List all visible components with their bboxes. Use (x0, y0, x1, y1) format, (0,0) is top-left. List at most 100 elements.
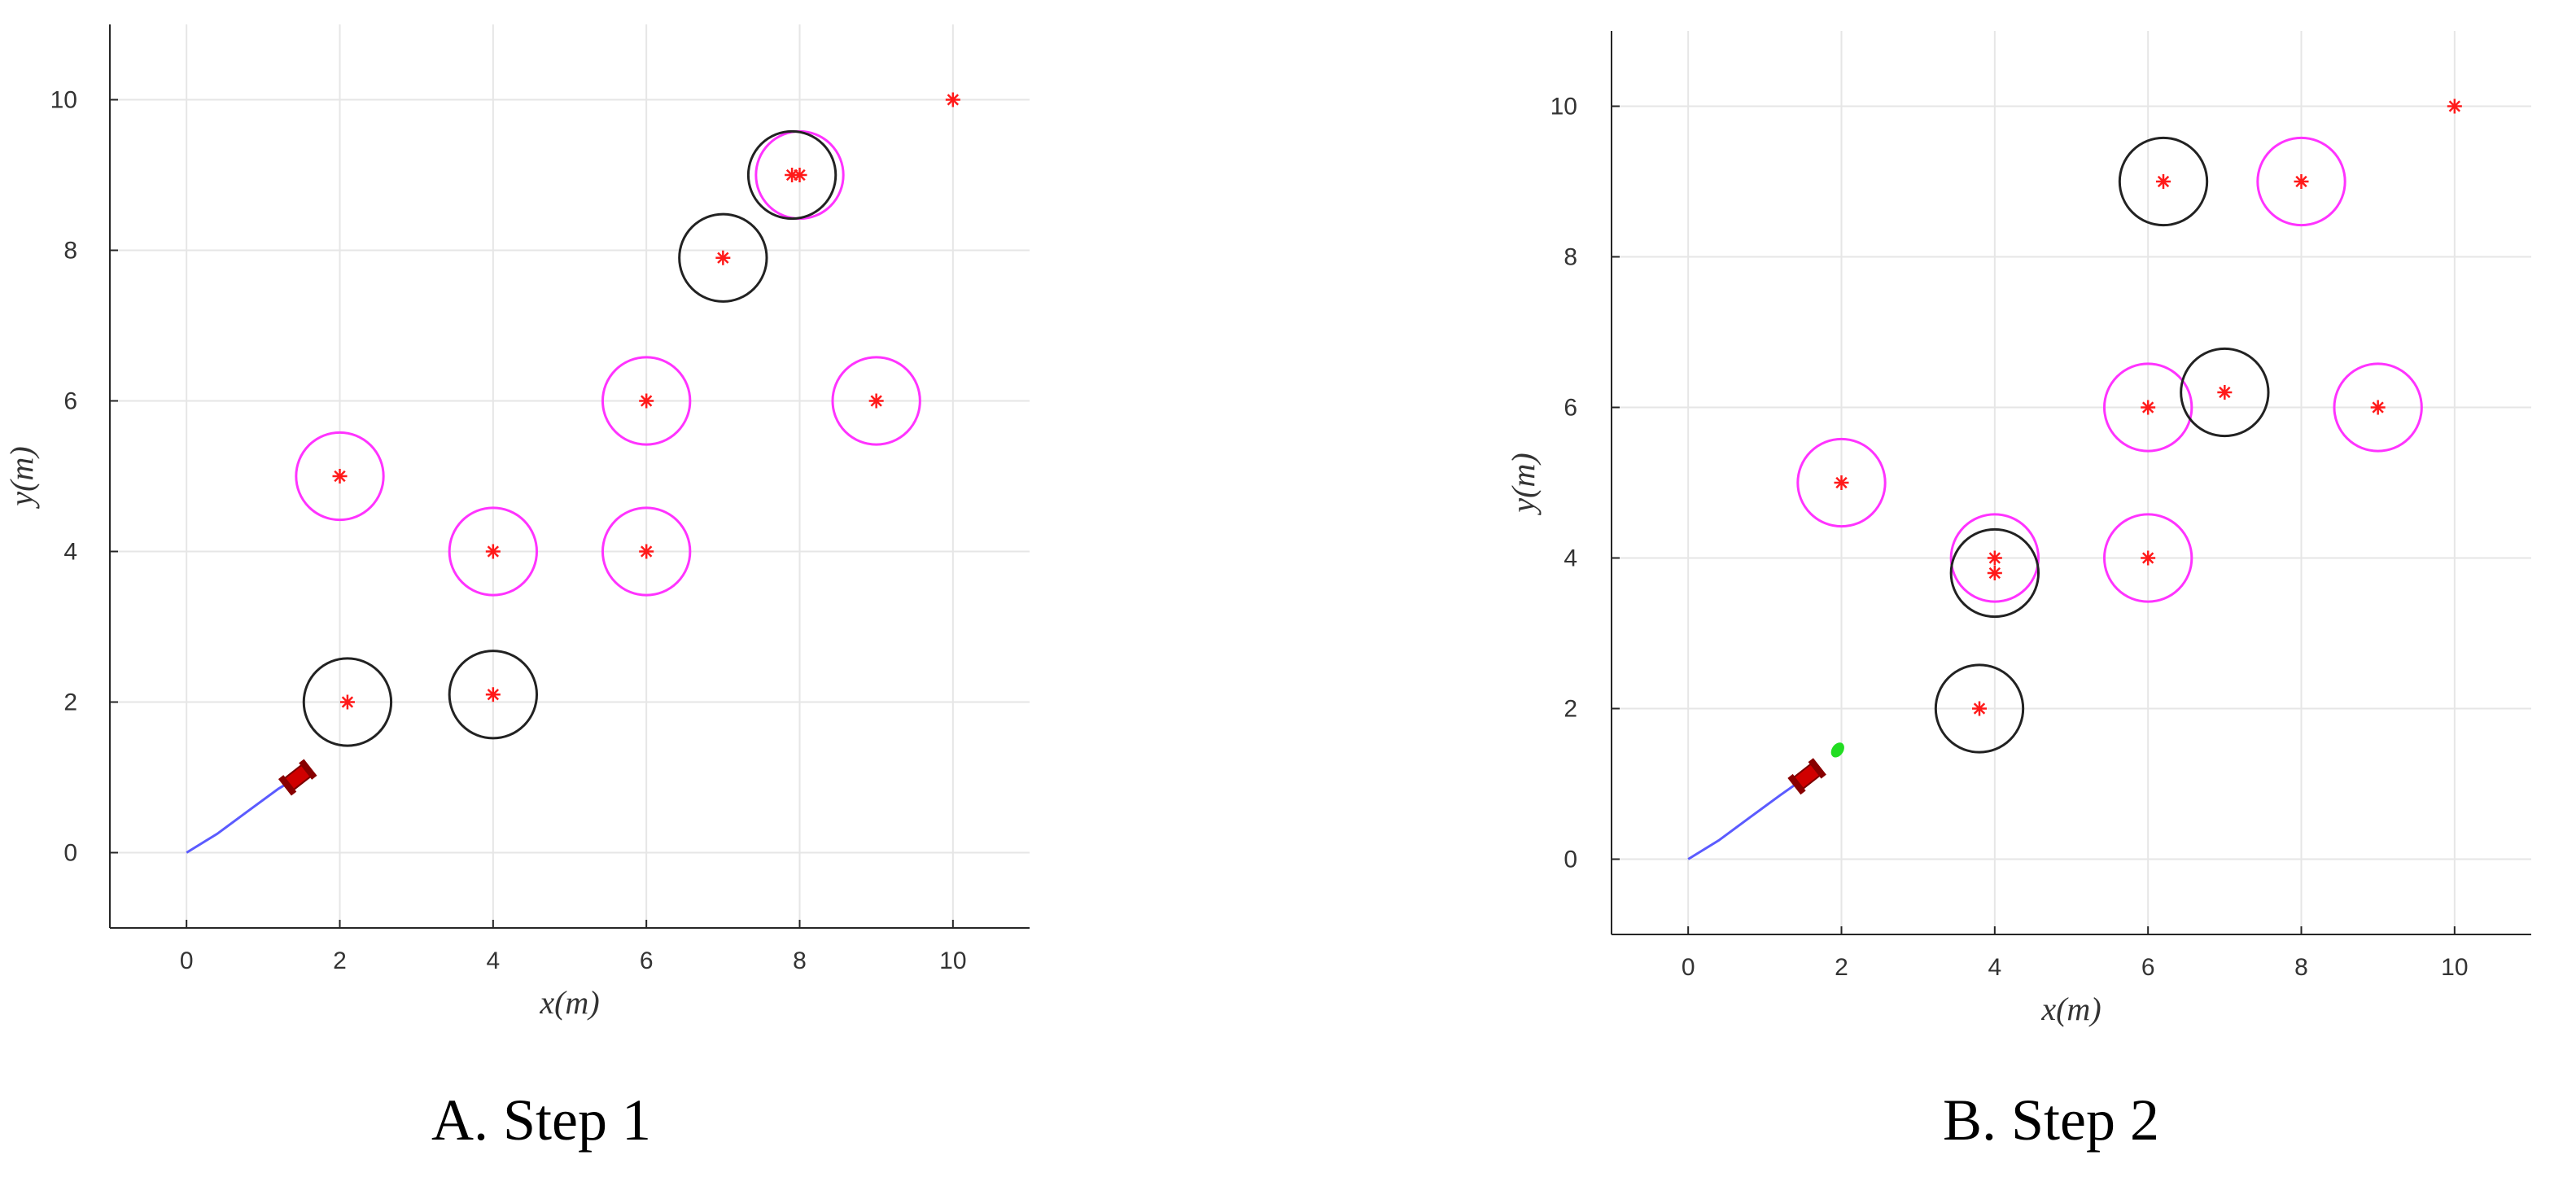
dynamic-obstacle-circle (302, 657, 393, 747)
dynamic-obstacle-center-point (2217, 385, 2233, 400)
y-axis-label: y(m) (1505, 453, 1542, 515)
y-tick-label: 8 (63, 238, 77, 265)
x-tick-label: 10 (2441, 954, 2468, 981)
x-tick-label: 0 (180, 947, 194, 974)
chart-panel-step-2: 0 2 4 6 8 10 0 2 4 6 8 10 x(m) y(m) (1505, 31, 2531, 1027)
x-tick-label: 8 (2294, 954, 2308, 981)
x-tick-label: 10 (939, 947, 966, 974)
dynamic-obstacle-circle (2180, 347, 2270, 438)
known-obstacle-circle (2102, 513, 2193, 603)
star-stroke (1988, 552, 2001, 564)
known-obstacle-circle (1949, 513, 2040, 603)
y-tick-label: 10 (50, 87, 77, 114)
x-axis-label: x(m) (539, 984, 599, 1021)
star-stroke (870, 395, 882, 407)
known-obstacle-center-point (639, 393, 654, 409)
star-stroke (785, 168, 798, 182)
y-axis-label: y(m) (3, 446, 40, 509)
star-stroke (341, 696, 354, 708)
known-obstacle-circle (601, 356, 692, 446)
known-obstacle-center-point (2141, 550, 2156, 566)
x-tick-label: 4 (486, 947, 500, 974)
chart-panel-step-1: 0 2 4 6 8 10 0 2 4 6 8 10 x(m) y(m) (3, 24, 1030, 1021)
dynamic-obstacle-circle (1949, 527, 2040, 619)
star-stroke (487, 545, 500, 558)
star-stroke (2141, 401, 2154, 414)
robot-wheel (1808, 758, 1826, 779)
dynamic-obstacle-center-point (1972, 701, 1987, 716)
y-tick-label: 4 (1564, 545, 1577, 572)
known-obstacle-circle (2256, 136, 2346, 227)
known-obstacle-circle (295, 431, 385, 522)
y-tick-label: 0 (63, 840, 77, 867)
y-tick-label: 4 (63, 539, 77, 566)
lookahead-point (1830, 742, 1844, 758)
robot-wheel (299, 759, 317, 780)
known-obstacle-center-point (332, 469, 348, 484)
known-obstacle-center-point (639, 544, 654, 559)
y-tick-label: 2 (63, 689, 77, 716)
star-stroke (334, 470, 346, 483)
known-obstacle-center-point (2141, 400, 2156, 415)
dynamic-obstacle-center-point (785, 168, 800, 182)
star-stroke (2219, 386, 2231, 399)
x-tick-label: 2 (1835, 954, 1848, 981)
star-stroke (640, 545, 653, 558)
y-tick-label: 6 (1564, 395, 1577, 422)
goal-point (2447, 98, 2462, 114)
robot-path-line (1687, 775, 1808, 860)
star-stroke (2157, 175, 2170, 188)
known-obstacle-circle (1796, 437, 1887, 528)
x-tick-label: 4 (1988, 954, 2001, 981)
star-stroke (487, 689, 500, 701)
dynamic-obstacle-center-point (2156, 174, 2171, 189)
star-stroke (2372, 401, 2384, 414)
y-tick-label: 6 (63, 388, 77, 415)
star-stroke (1973, 702, 1986, 715)
dynamic-obstacle-center-point (1987, 566, 2002, 580)
star-stroke (2448, 100, 2461, 112)
x-tick-label: 6 (2141, 954, 2155, 981)
star-stroke (947, 94, 960, 106)
star-stroke (1988, 567, 2001, 580)
known-obstacle-center-point (2294, 174, 2309, 189)
goal-point (945, 92, 960, 107)
robot-wheel (278, 775, 297, 796)
known-obstacle-center-point (2370, 400, 2386, 415)
known-obstacle-center-point (868, 393, 884, 409)
x-tick-label: 6 (640, 947, 654, 974)
known-obstacle-circle (2102, 362, 2193, 453)
known-obstacle-center-point (485, 544, 501, 559)
dynamic-obstacle-circle (2118, 136, 2209, 227)
dynamic-obstacle-center-point (715, 250, 731, 265)
x-axis-label: x(m) (2040, 991, 2101, 1027)
y-tick-label: 10 (1550, 94, 1577, 120)
y-tick-label: 2 (1564, 696, 1577, 723)
robot-wheel (1787, 773, 1806, 795)
known-obstacle-center-point (1987, 550, 2002, 566)
x-tick-label: 0 (1682, 954, 1695, 981)
known-obstacle-circle (831, 356, 921, 446)
star-stroke (717, 252, 729, 264)
x-tick-label: 2 (333, 947, 347, 974)
x-tick-label: 8 (793, 947, 807, 974)
robot-path-line (186, 776, 299, 854)
known-obstacle-circle (601, 506, 692, 597)
dynamic-obstacle-circle (746, 129, 838, 221)
known-obstacle-circle (448, 506, 539, 597)
caption-step-2: B. Step 2 (1943, 1087, 2159, 1153)
star-stroke (1835, 476, 1848, 489)
known-obstacle-circle (2333, 362, 2423, 453)
star-stroke (2141, 552, 2154, 564)
y-tick-label: 8 (1564, 244, 1577, 271)
dynamic-obstacle-circle (448, 650, 539, 740)
dynamic-obstacle-circle (1934, 663, 2025, 754)
star-stroke (640, 395, 653, 407)
robot-marker (278, 759, 317, 796)
robot-marker (1787, 758, 1826, 795)
caption-step-1: A. Step 1 (431, 1087, 651, 1153)
y-tick-label: 0 (1564, 847, 1577, 873)
known-obstacle-center-point (1834, 475, 1849, 490)
dynamic-obstacle-center-point (339, 694, 355, 710)
